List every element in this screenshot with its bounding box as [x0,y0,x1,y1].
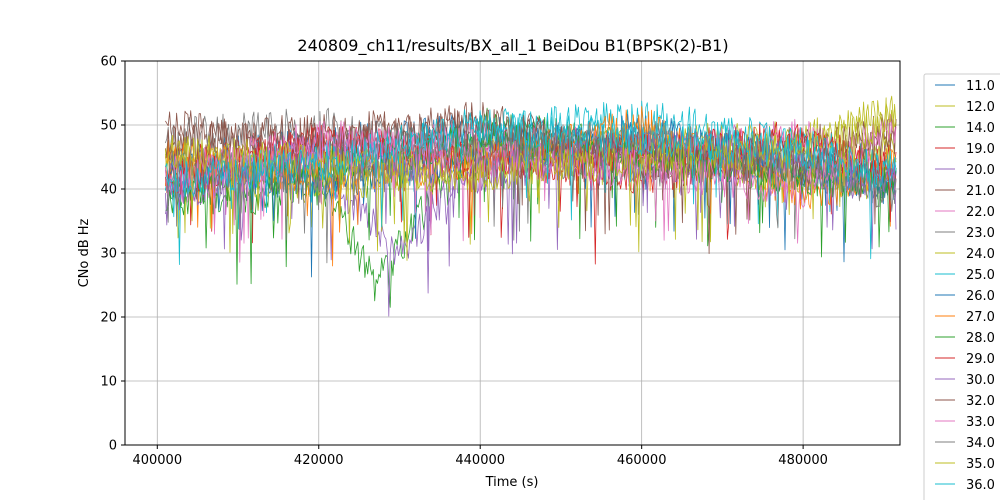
legend-label: 28.0 [966,331,995,346]
series-lines [165,95,897,317]
series-line-36.0 [165,108,897,260]
y-tick-label: 60 [100,55,117,70]
legend-label: 36.0 [966,478,995,493]
legend-label: 24.0 [966,247,995,262]
y-axis-label: CNo dB Hz [77,218,92,287]
legend-label: 32.0 [966,394,995,409]
legend-label: 25.0 [966,268,995,283]
y-tick-label: 50 [100,119,117,134]
legend-label: 20.0 [966,163,995,178]
chart-title: 240809_ch11/results/BX_all_1 BeiDou B1(B… [297,36,728,56]
legend-label: 35.0 [966,457,995,472]
y-axis: 0 10 20 30 40 50 60 [100,55,125,454]
legend-label: 34.0 [966,436,995,451]
y-tick-label: 30 [100,247,117,262]
y-tick-label: 20 [100,311,117,326]
legend-label: 27.0 [966,310,995,325]
series-line-35.0 [165,102,897,253]
legend-label: 12.0 [966,100,995,115]
legend-label: 30.0 [966,373,995,388]
legend-label: 23.0 [966,226,995,241]
legend-label: 19.0 [966,142,995,157]
series-line-28.0 [165,122,897,285]
legend-label: 11.0 [966,79,995,94]
legend-label: 33.0 [966,415,995,430]
series-line-34.0 [165,121,897,264]
x-tick-label: 440000 [455,453,505,468]
x-tick-label: 420000 [294,453,344,468]
x-axis-label: Time (s) [485,475,539,490]
legend: 11.0 12.0 14.0 19.0 20.0 21.0 22.0 23.0 24.0 25.0… [923,73,1000,500]
x-axis: 400000 420000 440000 460000 480000 [132,445,828,468]
legend-frame [923,73,1000,500]
y-tick-label: 40 [100,183,117,198]
x-tick-label: 460000 [617,453,667,468]
legend-label: 14.0 [966,121,995,136]
legend-label: 26.0 [966,289,995,304]
y-tick-label: 10 [100,375,117,390]
x-tick-label: 400000 [132,453,182,468]
series-line-30.0 [165,127,897,267]
y-tick-label: 0 [109,439,117,454]
legend-label: 22.0 [966,205,995,220]
x-tick-label: 480000 [778,453,828,468]
legend-label: 29.0 [966,352,995,367]
legend-label: 21.0 [966,184,995,199]
